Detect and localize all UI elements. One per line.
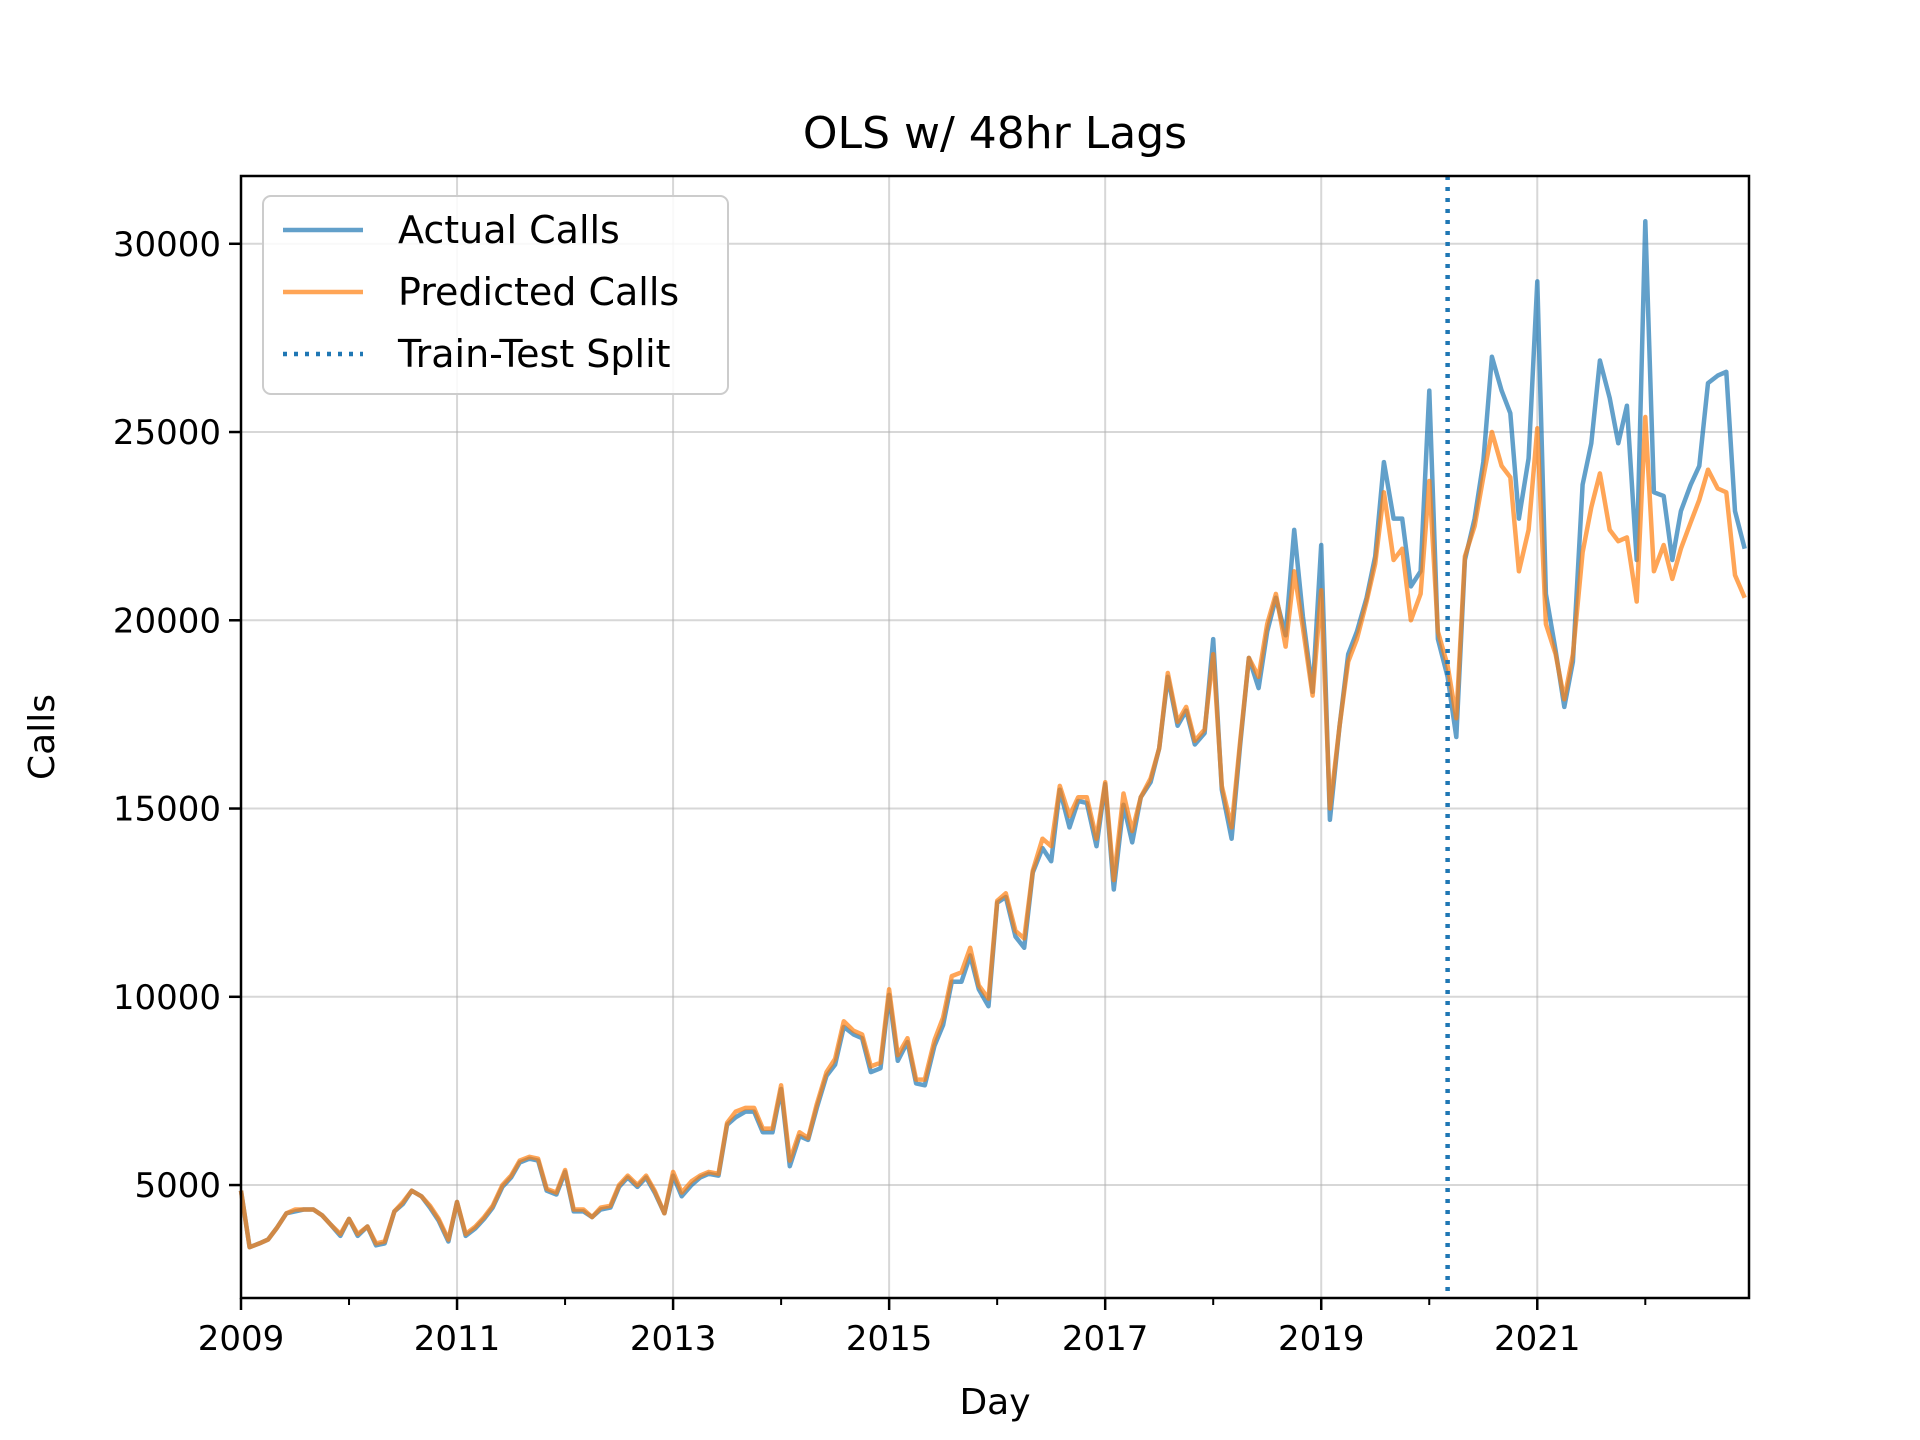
y-tick-label: 30000 (113, 225, 221, 265)
y-tick-label: 20000 (113, 601, 221, 641)
series-layer (238, 218, 1747, 1250)
predicted-calls-line (238, 414, 1747, 1250)
x-tick-label: 2013 (630, 1319, 717, 1359)
x-tick-label: 2015 (846, 1319, 933, 1359)
x-tick-label: 2017 (1062, 1319, 1149, 1359)
legend-box (262, 195, 729, 395)
x-axis-ticks: 2009 2011 2013 2015 2017 2019 2021 (198, 1298, 1647, 1359)
x-tick-label: 2011 (414, 1319, 501, 1359)
chart-title: OLS w/ 48hr Lags (803, 108, 1187, 159)
legend-label-actual: Actual Calls (398, 208, 620, 252)
y-tick-label: 5000 (134, 1166, 221, 1206)
y-tick-label: 10000 (113, 978, 221, 1018)
legend-label-predicted: Predicted Calls (398, 270, 679, 314)
legend-label-split: Train-Test Split (397, 332, 671, 376)
x-tick-label: 2021 (1494, 1319, 1581, 1359)
x-tick-label: 2019 (1278, 1319, 1365, 1359)
plot-frame (239, 174, 1751, 1300)
y-axis-ticks: 5000 10000 15000 20000 25000 30000 (113, 225, 241, 1206)
y-tick-label: 15000 (113, 790, 221, 830)
y-tick-label: 25000 (113, 413, 221, 453)
legend: Actual Calls Predicted Calls Train-Test … (262, 195, 729, 395)
x-axis-label: Day (959, 1382, 1030, 1423)
y-axis-label: Calls (22, 694, 63, 780)
x-tick-label: 2009 (198, 1319, 285, 1359)
